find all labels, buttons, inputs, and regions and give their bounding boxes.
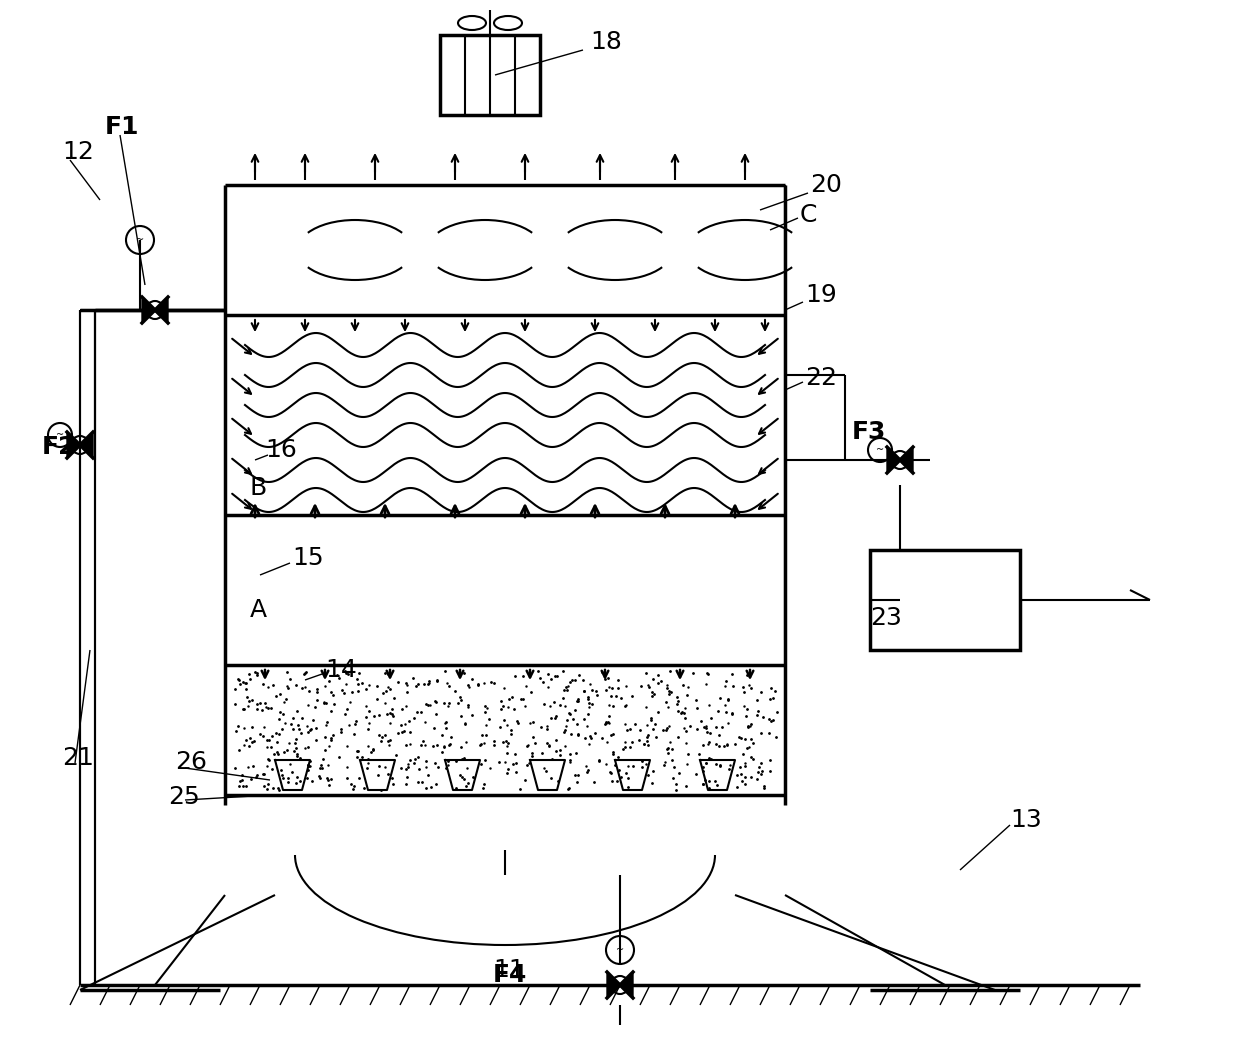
Text: C: C <box>800 203 817 227</box>
Polygon shape <box>143 297 155 323</box>
Text: ~: ~ <box>615 980 625 990</box>
Text: 23: 23 <box>870 606 901 630</box>
Text: F3: F3 <box>852 420 887 443</box>
Text: 19: 19 <box>805 283 837 307</box>
Polygon shape <box>608 972 620 998</box>
Text: F1: F1 <box>105 115 139 139</box>
Text: 12: 12 <box>62 140 94 164</box>
Text: 13: 13 <box>1011 808 1042 832</box>
Text: 22: 22 <box>805 366 837 390</box>
Polygon shape <box>67 432 81 458</box>
Text: 20: 20 <box>810 173 842 197</box>
Text: 21: 21 <box>62 746 94 770</box>
Polygon shape <box>81 432 93 458</box>
Text: 26: 26 <box>175 750 207 775</box>
Polygon shape <box>900 447 913 473</box>
Polygon shape <box>155 297 167 323</box>
Text: ~: ~ <box>895 455 905 465</box>
Text: F2: F2 <box>42 435 77 459</box>
Text: 18: 18 <box>590 30 622 54</box>
Text: F4: F4 <box>494 963 527 987</box>
Polygon shape <box>887 447 900 473</box>
Text: ~: ~ <box>875 445 884 455</box>
Text: 11: 11 <box>494 958 525 982</box>
Ellipse shape <box>458 16 486 30</box>
Text: ~: ~ <box>616 945 624 955</box>
Ellipse shape <box>494 16 522 30</box>
Bar <box>870 550 1021 650</box>
Text: B: B <box>250 476 268 500</box>
Text: 14: 14 <box>325 658 357 682</box>
Text: ~: ~ <box>136 234 144 245</box>
Polygon shape <box>620 972 632 998</box>
Text: 25: 25 <box>167 785 200 808</box>
Text: ~: ~ <box>150 305 160 315</box>
Text: 15: 15 <box>291 546 324 570</box>
Text: ~: ~ <box>76 440 84 450</box>
Text: ~: ~ <box>56 430 64 440</box>
Text: A: A <box>250 598 267 622</box>
Text: 16: 16 <box>265 438 296 462</box>
Bar <box>440 35 539 115</box>
